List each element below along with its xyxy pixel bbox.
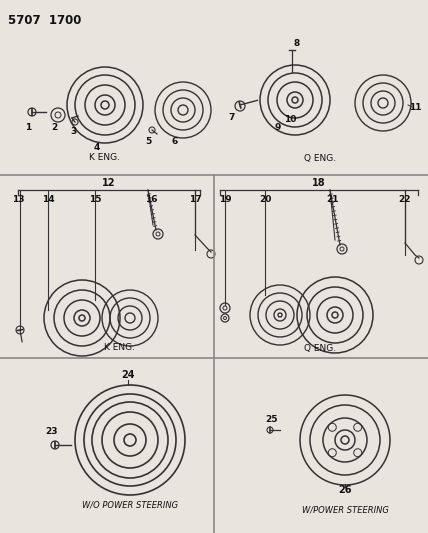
Text: 13: 13	[12, 196, 24, 205]
Text: 22: 22	[399, 196, 411, 205]
Text: 17: 17	[189, 196, 201, 205]
Text: 25: 25	[266, 416, 278, 424]
Text: K ENG.: K ENG.	[104, 343, 136, 352]
Text: 10: 10	[284, 116, 296, 125]
Text: 1: 1	[25, 124, 31, 133]
Text: 6: 6	[172, 138, 178, 147]
Text: 23: 23	[46, 427, 58, 437]
Text: 5707  1700: 5707 1700	[8, 14, 81, 27]
Text: K ENG.: K ENG.	[89, 154, 121, 163]
Text: 4: 4	[94, 143, 100, 152]
Text: 24: 24	[121, 370, 135, 380]
Text: 26: 26	[338, 485, 352, 495]
Text: 16: 16	[145, 196, 157, 205]
Text: 8: 8	[294, 39, 300, 49]
Text: Q ENG.: Q ENG.	[304, 154, 336, 163]
Text: 21: 21	[327, 196, 339, 205]
Text: Q ENG.: Q ENG.	[304, 343, 336, 352]
Text: 14: 14	[42, 196, 54, 205]
Text: 19: 19	[219, 196, 231, 205]
Text: 15: 15	[89, 196, 101, 205]
Text: 12: 12	[102, 178, 116, 188]
Text: 5: 5	[145, 138, 151, 147]
Text: 2: 2	[51, 124, 57, 133]
Text: W/O POWER STEERING: W/O POWER STEERING	[82, 500, 178, 510]
Text: 11: 11	[409, 102, 421, 111]
Text: 18: 18	[312, 178, 326, 188]
Text: W/POWER STEERING: W/POWER STEERING	[302, 505, 389, 514]
Text: 7: 7	[229, 114, 235, 123]
Text: 20: 20	[259, 196, 271, 205]
Text: 3: 3	[71, 127, 77, 136]
Text: 9: 9	[275, 124, 281, 133]
